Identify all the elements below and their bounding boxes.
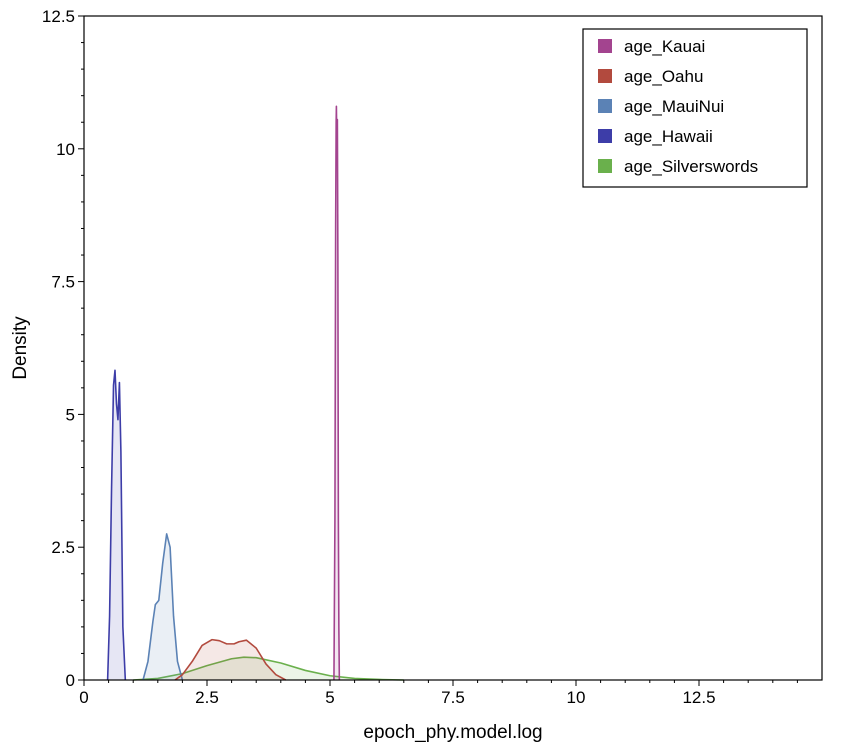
- density-line-age-mauinui: [142, 533, 184, 681]
- density-fill-age-oahu: [175, 639, 286, 680]
- x-tick-label: 12.5: [682, 688, 715, 707]
- y-tick-label: 2.5: [51, 538, 75, 557]
- legend-swatch-age-oahu: [598, 69, 612, 83]
- x-tick-label: 2.5: [195, 688, 219, 707]
- y-axis-title: Density: [10, 316, 31, 380]
- x-tick-label: 5: [325, 688, 334, 707]
- y-tick-label: 12.5: [42, 7, 75, 26]
- y-tick-label: 0: [66, 671, 75, 690]
- legend-label-age-silverswords: age_Silverswords: [624, 157, 758, 176]
- y-tick-label: 5: [66, 405, 75, 424]
- density-line-age-hawaii: [106, 369, 127, 681]
- density-line-age-oahu: [174, 638, 287, 681]
- density-areas: [106, 105, 404, 681]
- density-fill-age-silverswords: [133, 657, 404, 680]
- x-tick-label: 0: [79, 688, 88, 707]
- legend-label-age-oahu: age_Oahu: [624, 67, 703, 86]
- y-tick-label: 7.5: [51, 273, 75, 292]
- legend-label-age-kauai: age_Kauai: [624, 37, 705, 56]
- density-fill-age-mauinui: [143, 533, 183, 680]
- density-line-age-kauai: [333, 105, 341, 681]
- x-axis-title: epoch_phy.model.log: [363, 722, 542, 743]
- legend-swatch-age-kauai: [598, 39, 612, 53]
- legend-label-age-mauinui: age_MauiNui: [624, 97, 724, 116]
- x-tick-label: 7.5: [441, 688, 465, 707]
- y-axis: 0 2.5 5 7.5 10 12.5: [42, 7, 84, 690]
- legend-swatch-age-silverswords: [598, 159, 612, 173]
- x-tick-label: 10: [567, 688, 586, 707]
- legend-swatch-age-mauinui: [598, 99, 612, 113]
- density-fill-age-hawaii: [107, 370, 126, 680]
- legend-swatch-age-hawaii: [598, 129, 612, 143]
- x-axis: 0 2.5 5 7.5 10 12.5: [79, 680, 798, 707]
- legend: age_Kauai age_Oahu age_MauiNui age_Hawaiiag…: [582, 28, 808, 188]
- legend-label-age-hawaii: age_Hawaii: [624, 127, 713, 146]
- y-tick-label: 10: [56, 140, 75, 159]
- legend-box: [582, 28, 808, 188]
